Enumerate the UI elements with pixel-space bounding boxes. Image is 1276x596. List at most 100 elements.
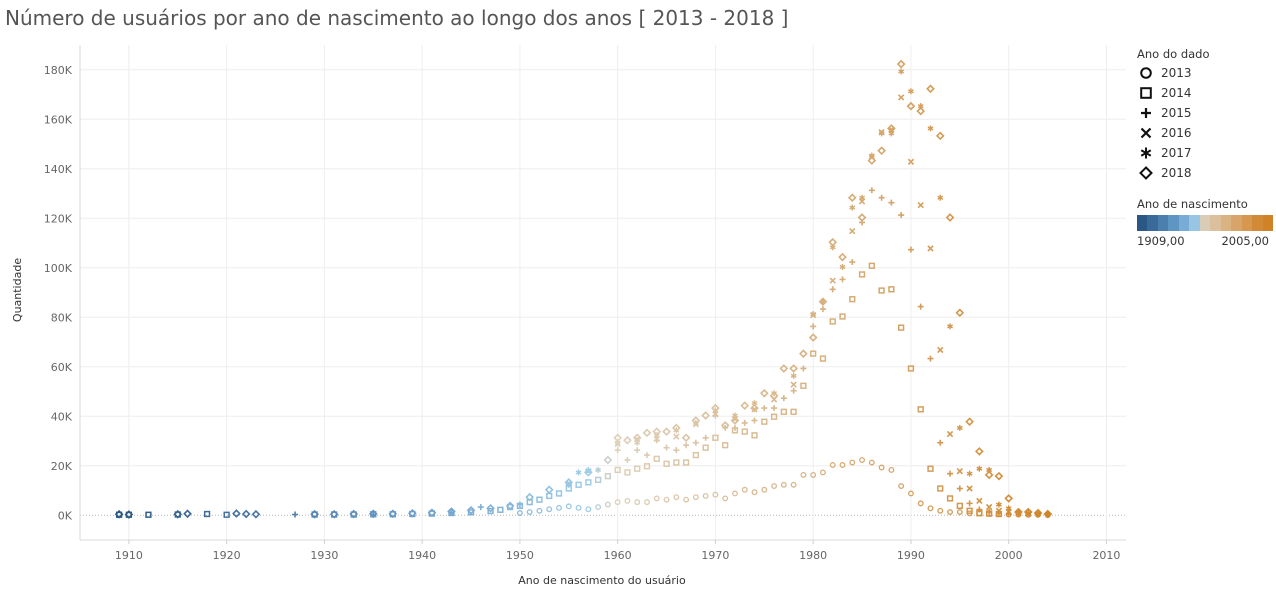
data-point [720, 421, 730, 430]
data-point [487, 507, 494, 515]
data-point [702, 434, 709, 441]
x-tick-label: 1930 [310, 549, 338, 562]
data-point [613, 433, 622, 443]
data-point [859, 457, 866, 464]
data-point [935, 131, 945, 141]
data-point [740, 401, 750, 410]
data-point [751, 432, 758, 439]
data-point [916, 106, 926, 116]
data-point [927, 505, 934, 512]
data-point [525, 492, 535, 502]
color-ramp-step [1147, 215, 1158, 231]
data-point [808, 333, 818, 342]
data-point [662, 427, 671, 436]
y-tick-label: 20K [51, 460, 73, 473]
data-point [663, 460, 670, 467]
data-point [995, 507, 1003, 514]
data-point [114, 509, 124, 519]
x-tick-label: 1920 [213, 549, 241, 562]
data-point [751, 489, 758, 496]
data-point [1043, 509, 1053, 519]
legend-item-2016: 2016 [1137, 123, 1273, 143]
data-point [945, 213, 955, 222]
data-point [634, 499, 641, 506]
data-point [966, 470, 973, 477]
axes: 0K 20K 40K 60K 80K 100K 120K 140K 160K 180K 1910 19… [44, 45, 1126, 562]
legend-item-2018: 2018 [1137, 163, 1273, 183]
x-tick-label: 1940 [408, 549, 436, 562]
data-point [946, 495, 954, 502]
circle-icon [1140, 67, 1152, 79]
data-point [408, 508, 417, 518]
data-point [829, 318, 836, 325]
data-point [966, 507, 973, 514]
data-point [898, 483, 905, 489]
y-axis-label: Quantidade [11, 258, 24, 322]
color-ramp-step [1189, 215, 1200, 231]
data-point [839, 313, 846, 320]
data-point [976, 497, 983, 505]
data-point [975, 447, 984, 456]
color-ramp-step [1168, 215, 1179, 231]
data-point [810, 350, 817, 357]
data-point [838, 252, 847, 262]
data-point [761, 418, 768, 425]
data-point [624, 497, 631, 504]
data-point [927, 125, 934, 132]
data-point [692, 451, 700, 459]
data-point [1014, 507, 1023, 517]
data-point [497, 506, 504, 513]
data-point [898, 324, 905, 331]
data-point [790, 408, 797, 415]
data-point [683, 496, 690, 503]
y-tick-label: 80K [51, 311, 73, 324]
data-point [604, 501, 611, 508]
x-tick-label: 1950 [506, 549, 534, 562]
data-point [759, 388, 769, 398]
data-point [829, 462, 836, 468]
data-point [652, 427, 662, 436]
data-point [937, 194, 944, 201]
data-point [917, 406, 924, 413]
data-point [965, 417, 974, 427]
x-tick-label: 1990 [897, 549, 925, 562]
data-point [868, 262, 875, 269]
plus-icon [1141, 108, 1151, 118]
data-point [917, 201, 924, 209]
legend-item-label: 2016 [1161, 126, 1192, 140]
legend-item-2013: 2013 [1137, 63, 1273, 83]
data-point [447, 507, 456, 516]
data-point [223, 511, 230, 518]
data-point [927, 355, 934, 362]
legend-item-label: 2013 [1161, 66, 1192, 80]
diamond-icon [1139, 166, 1153, 180]
data-point [536, 496, 543, 503]
data-point [623, 435, 632, 445]
data-point [368, 509, 378, 519]
data-point [878, 287, 885, 294]
color-ramp [1137, 215, 1274, 231]
color-ramp-step [1241, 215, 1253, 231]
data-point [896, 59, 906, 69]
cross-icon [1140, 127, 1152, 139]
data-point [585, 506, 592, 513]
data-point [800, 365, 807, 372]
data-point [575, 481, 582, 488]
data-point [986, 509, 993, 516]
data-point [849, 204, 856, 211]
data-point [859, 194, 866, 201]
data-point [868, 459, 875, 466]
data-point [310, 509, 319, 519]
data-point [839, 276, 846, 283]
data-point [555, 490, 563, 497]
data-point [847, 193, 857, 203]
data-point [1033, 508, 1043, 518]
data-point [477, 504, 484, 511]
data-point [828, 237, 838, 247]
data-point [820, 469, 826, 476]
data-point [956, 424, 963, 431]
data-point [604, 472, 612, 480]
legend-item-2017: 2017 [1137, 143, 1273, 163]
data-point [730, 416, 740, 425]
data-point [780, 408, 788, 415]
